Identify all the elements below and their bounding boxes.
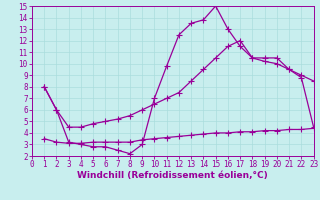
X-axis label: Windchill (Refroidissement éolien,°C): Windchill (Refroidissement éolien,°C) bbox=[77, 171, 268, 180]
